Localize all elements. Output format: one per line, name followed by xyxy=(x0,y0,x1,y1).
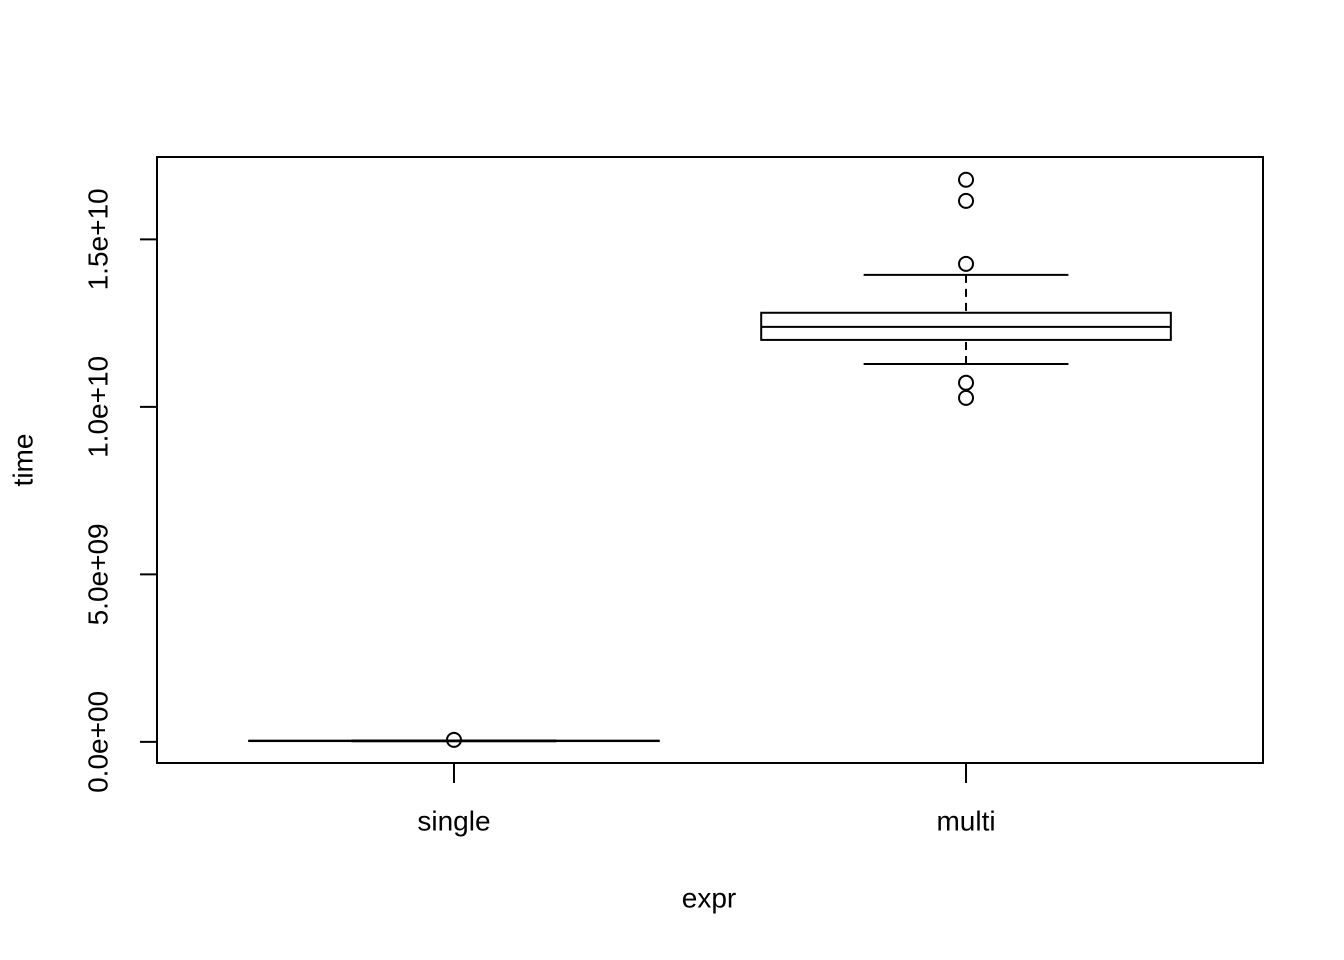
outlier xyxy=(958,171,975,188)
x-tick-label: multi xyxy=(936,805,995,836)
outlier xyxy=(958,192,975,209)
y-tick-label: 0.0e+00 xyxy=(82,691,113,793)
x-axis-label: expr xyxy=(682,882,736,913)
y-axis-label: time xyxy=(7,434,38,487)
outlier xyxy=(958,374,975,391)
outlier xyxy=(958,389,975,406)
outlier xyxy=(958,255,975,272)
y-tick-label: 5.0e+09 xyxy=(82,523,113,625)
y-tick-label: 1.0e+10 xyxy=(82,356,113,458)
plot-frame xyxy=(156,156,1264,764)
y-tick-label: 1.5e+10 xyxy=(82,188,113,290)
outlier xyxy=(445,731,462,748)
x-tick-label: single xyxy=(417,805,490,836)
